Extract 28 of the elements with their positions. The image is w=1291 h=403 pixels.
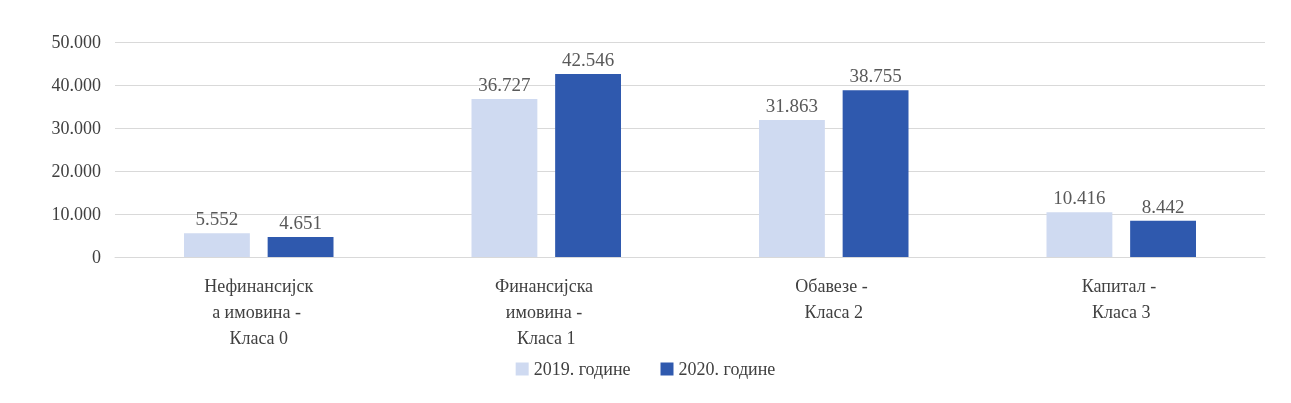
y-tick-label: 10.000 [51,204,101,224]
legend-label: 2019. године [533,359,631,379]
y-tick-label: 0 [92,247,101,267]
bar [267,237,334,257]
data-label: 4.651 [279,212,322,233]
x-tick-label: Нефинансијска имовина - Класа 0 [204,276,314,348]
data-label: 36.727 [478,74,531,96]
bar [184,233,250,257]
data-label: 10.416 [1053,187,1106,209]
y-tick-label: 30.000 [51,118,101,138]
y-tick-label: 40.000 [51,75,101,95]
bar [471,99,538,257]
bar [555,74,621,257]
bar [842,90,909,257]
legend-label: 2020. године [678,359,776,379]
data-label: 31.863 [765,94,819,116]
bar [1046,212,1113,257]
x-tick-label: Обавезе - Класа 2 [795,276,873,322]
x-tick-label: Капитал - Класа 3 [1081,276,1161,322]
bar [1130,220,1196,257]
data-label: 42.546 [561,49,615,71]
data-label: 5.552 [195,208,239,230]
data-label: 38.755 [849,65,902,87]
x-tick-label: Финансијска имовина - Класа 1 [494,276,598,348]
data-label: 8.442 [1141,195,1185,217]
bar [759,119,825,257]
y-tick-label: 50.000 [51,32,101,52]
y-tick-label: 20.000 [51,161,101,181]
